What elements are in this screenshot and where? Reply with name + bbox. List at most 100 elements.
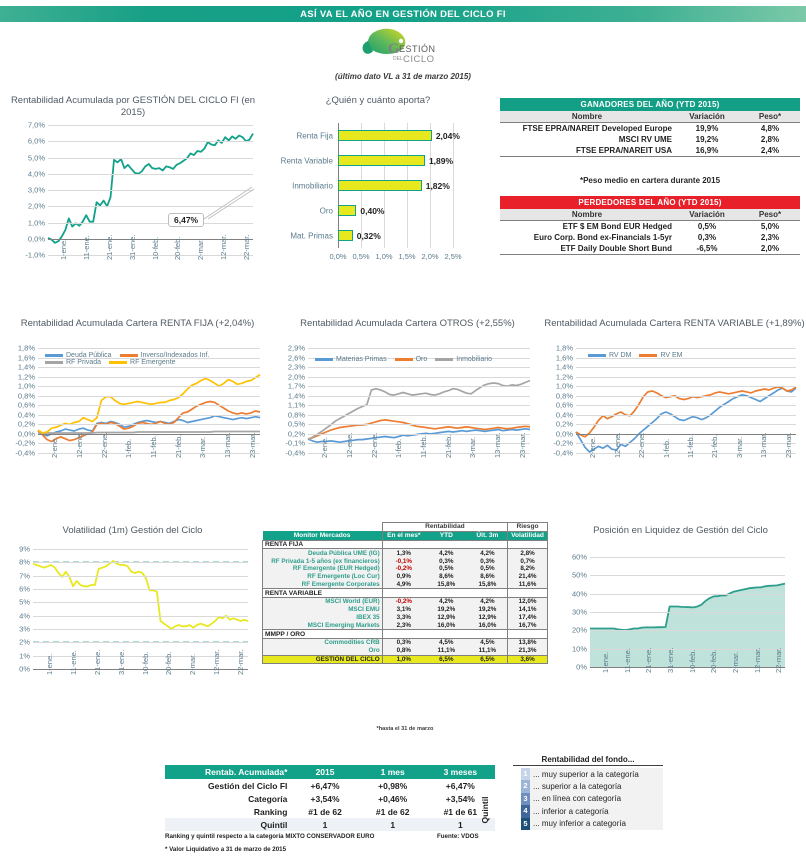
x-axis-label: 0,5%	[352, 252, 370, 261]
total-u3m: 6,5%	[467, 654, 509, 665]
table-row: Oro 0,8% 11,1% 11,1% 21,3%	[262, 646, 548, 655]
gridline	[33, 589, 248, 590]
plot-area: Renta Fija 2,04% Renta Variable 1,89% Inmobi…	[281, 123, 460, 248]
gridline	[308, 433, 530, 435]
quintil-text: ... muy inferior a categoría	[533, 819, 626, 829]
y-axis-label: 0,2%	[17, 419, 35, 429]
table-row: Gestión del Ciclo FI +6,47% +0,98% +6,47%	[165, 779, 495, 792]
chart-legend: Materias Primas Oro Inmobiliario	[315, 356, 530, 363]
y-axis-label: 6%	[19, 584, 30, 594]
y-axis-label: -1,0%	[25, 250, 45, 260]
bar	[338, 155, 425, 166]
section-blank	[424, 588, 468, 599]
row-name: Deuda Pública UME (IG)	[262, 548, 383, 558]
gridline	[308, 395, 530, 397]
table-row: MSCI World (EUR) -0,2% 4,2% 4,2% 12,0%	[262, 597, 548, 606]
section-blank	[467, 539, 509, 550]
quintil-rot-label: Quintil	[480, 797, 490, 824]
col-rentab-acumulada: Rentab. Acumulada*	[165, 765, 291, 779]
row-vol: 16,7%	[507, 621, 548, 630]
gridline-vertical	[453, 123, 454, 248]
y-axis-label: 0,6%	[555, 400, 573, 410]
row-name: Euro Corp. Bond ex-Financials 1-5yr	[533, 233, 672, 242]
legend-item: Deuda Pública	[45, 352, 112, 359]
gridline	[308, 453, 530, 454]
gridline	[576, 376, 796, 378]
y-axis-label: 0,0%	[555, 429, 573, 439]
gridline	[590, 630, 785, 632]
x-axis-label: 12-ene.	[75, 432, 84, 458]
list-item: 5... muy inferior a categoría	[521, 817, 663, 830]
x-axis-label: 21-ene.	[92, 649, 102, 675]
row-mes: 4,9%	[381, 580, 425, 589]
gridline	[590, 612, 785, 613]
y-axis-label: 40%	[571, 589, 587, 599]
row-u3m: 11,1%	[467, 646, 509, 655]
section-blank	[507, 588, 548, 599]
gridline	[308, 357, 530, 359]
line-series-gestion	[47, 133, 254, 244]
x-axis-label: 22-ene.	[369, 432, 379, 458]
row-ytd: 11,1%	[424, 646, 468, 655]
bottom-source: Fuente: VDOS	[437, 833, 479, 840]
monitor-section-row: MMPP / ORO	[262, 629, 548, 639]
col-volatilidad: Volatilidad	[507, 531, 548, 541]
x-axis-label: 13-mar.	[759, 432, 769, 458]
gridline	[576, 433, 796, 435]
row-c1mes: +0,98%	[378, 780, 408, 791]
quintil-number: 5	[521, 817, 530, 830]
table-row: MSCI EMU 3,1% 19,2% 19,2% 14,1%	[262, 605, 548, 614]
winners-header-row: Nombre Variación Peso*	[500, 111, 800, 123]
gridline	[33, 602, 248, 604]
x-axis-label: 12-ene.	[612, 432, 622, 458]
gridline	[308, 386, 530, 388]
gridline	[576, 395, 796, 397]
table-row: RF Emergente (EUR Hedged) -0,2% 0,5% 0,5% 8,…	[262, 564, 548, 573]
bottom-header-row: Rentab. Acumulada* 2015 1 mes 3 meses	[165, 765, 495, 779]
x-axis-label: 0,0%	[329, 252, 347, 261]
gridline	[33, 549, 248, 550]
row-u3m: 4,5%	[467, 638, 509, 647]
gridline	[38, 424, 260, 426]
legend-label: Materias Primas	[336, 356, 387, 363]
list-item: 4... inferior a categoría	[521, 805, 663, 818]
legend-item: Inmobiliario	[435, 356, 492, 363]
chart-acumulada-gestion: Rentabilidad Acumulada por GESTIÓN DEL C…	[8, 95, 258, 280]
chart-title: Rentabilidad Acumulada Cartera RENTA VAR…	[544, 318, 805, 329]
y-axis-label: 10%	[571, 644, 587, 654]
legend-swatch	[588, 354, 606, 357]
y-axis-label: 2,9%	[287, 343, 305, 353]
y-axis-label: 2%	[19, 637, 30, 647]
chart-legend: Deuda Pública Inverso/Indexados Inf. RF Pr…	[45, 352, 260, 366]
winners-band: GANADORES DEL AÑO (YTD 2015)	[500, 98, 800, 111]
logo-word-estion: ESTIÓN	[399, 44, 436, 54]
legend-swatch	[639, 354, 658, 357]
y-axis-label: 1,4%	[555, 362, 573, 372]
monitor-section-row: RENTA FIJA	[262, 539, 548, 550]
x-axis-label: 11-ene.	[622, 648, 632, 673]
monitor-mercados-table: Rentabilidad Riesgo Monitor Mercados En …	[262, 522, 548, 665]
gridline	[48, 157, 253, 159]
gridline	[48, 141, 253, 143]
y-axis-label: 7%	[19, 571, 30, 581]
bottom-note-ranking: Ranking y quintil respecto a la categorí…	[165, 833, 375, 840]
table-row: IBEX 35 3,3% 12,9% 12,9% 17,4%	[262, 613, 548, 622]
row-c1mes: +0,46%	[378, 793, 408, 804]
row-mes: -0,1%	[381, 557, 425, 565]
total-mes: 1,0%	[381, 654, 425, 665]
row-variacion: 0,3%	[697, 233, 717, 242]
row-name: ETF $ EM Bond EUR Hedged	[562, 222, 672, 231]
x-axis-label: 11-ene.	[68, 650, 78, 675]
gridline	[590, 593, 785, 595]
row-label: Ranking	[253, 806, 288, 817]
plot-area: 1,8% 1,6% 1,4% 1,2% 1,0% 0,8% 0,6% 0,4% 0,2% 0,0%…	[15, 344, 261, 458]
row-ytd: 4,5%	[424, 638, 468, 647]
rentab-acumulada-table: Rentab. Acumulada* 2015 1 mes 3 meses Ge…	[165, 765, 495, 831]
gridline	[38, 453, 260, 454]
row-ytd: 4,2%	[424, 597, 468, 606]
y-axis-label: 5,0%	[27, 153, 45, 162]
chart-cartera-renta-fija: Rentabilidad Acumulada Cartera RENTA FIJ…	[5, 318, 270, 468]
chart-title: Volatilidad (1m) Gestión del Ciclo	[62, 525, 203, 536]
series-line	[38, 430, 260, 434]
list-item: 2... superior a la categoría	[521, 780, 663, 793]
